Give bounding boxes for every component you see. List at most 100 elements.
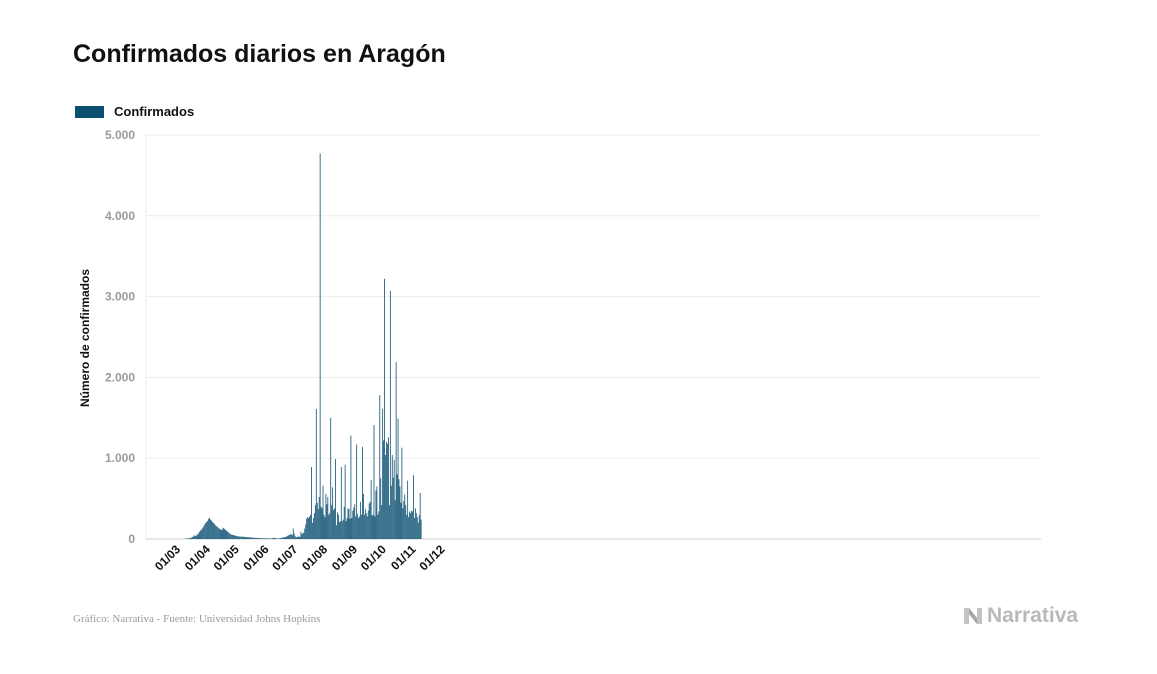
bar (317, 509, 319, 539)
bar (369, 501, 371, 539)
bar (406, 514, 408, 539)
y-ticks: 0 1.000 2.000 3.000 4.000 5.000 (105, 128, 135, 546)
bar (292, 528, 294, 539)
bar (211, 520, 212, 539)
bar (310, 514, 311, 539)
bar (281, 537, 283, 539)
bar (216, 526, 218, 539)
bar (202, 527, 204, 539)
bar (419, 492, 421, 539)
bar (308, 517, 309, 539)
bar (209, 517, 210, 539)
bar (355, 516, 357, 539)
bar (384, 278, 385, 539)
y-tick-label: 1.000 (105, 451, 135, 465)
bar (407, 480, 409, 539)
bar (353, 507, 355, 539)
bar (293, 533, 295, 539)
bar (196, 534, 198, 539)
x-tick-label: 01/06 (240, 542, 271, 573)
bar (204, 524, 206, 539)
bar (348, 509, 350, 539)
bars (184, 153, 422, 539)
bar (224, 529, 226, 539)
bar (357, 513, 359, 539)
bar (228, 532, 230, 539)
bar (280, 538, 282, 539)
bar (190, 537, 192, 539)
x-tick-label: 01/07 (269, 542, 300, 573)
bar (235, 535, 236, 539)
bar (286, 536, 287, 539)
bar (257, 538, 259, 539)
bar (261, 538, 262, 539)
bar (298, 536, 300, 539)
bar (415, 513, 417, 539)
bar (365, 513, 367, 539)
bar (274, 538, 276, 539)
bar (362, 446, 363, 539)
bar (285, 536, 286, 539)
bar (244, 536, 246, 539)
bar (319, 153, 321, 539)
y-tick-label: 0 (128, 532, 135, 546)
source-note: Gráfico: Narrativa - Fuente: Universidad… (73, 613, 321, 625)
bar (331, 505, 333, 539)
bar (229, 533, 231, 539)
bar (288, 534, 290, 539)
bar (363, 514, 365, 539)
bar (296, 536, 298, 539)
bar (335, 459, 336, 539)
bar (222, 527, 224, 539)
bar (214, 525, 216, 539)
bar (206, 522, 208, 539)
bar (213, 524, 215, 539)
bar (330, 417, 332, 539)
bar (217, 527, 219, 539)
bar (189, 538, 191, 539)
bar (374, 516, 376, 539)
bar (372, 514, 374, 539)
bar (223, 528, 225, 539)
bar (245, 537, 247, 539)
bar (327, 496, 329, 539)
narrativa-logo-icon (964, 608, 982, 624)
bar (408, 517, 410, 539)
bar (385, 454, 386, 539)
bar (358, 517, 359, 539)
bar (227, 531, 229, 539)
bar (212, 522, 213, 539)
bar (375, 490, 377, 539)
bar (247, 537, 249, 539)
bar (322, 485, 324, 539)
bar (356, 444, 358, 539)
bar (383, 440, 385, 539)
x-tick-label: 01/03 (152, 542, 183, 573)
bar (239, 536, 241, 539)
bar (367, 510, 369, 539)
bar (226, 530, 228, 539)
bar (417, 522, 419, 539)
bar (313, 513, 315, 539)
bar (299, 536, 301, 539)
bar (397, 418, 399, 539)
bar (339, 521, 341, 539)
bar (345, 521, 347, 539)
bar (346, 517, 348, 539)
bar (265, 538, 267, 539)
bar (371, 515, 373, 539)
chart-title: Confirmados diarios en Aragón (73, 40, 446, 68)
legend: Confirmados (75, 104, 194, 119)
bar (351, 517, 353, 539)
bar (188, 538, 190, 539)
bar (259, 538, 260, 539)
bar (252, 537, 254, 539)
bar (187, 538, 188, 539)
bar (323, 514, 325, 539)
bar (337, 512, 338, 539)
bar (218, 528, 220, 539)
bar (258, 538, 259, 539)
bar (410, 513, 411, 539)
bar (321, 508, 323, 539)
bar (336, 525, 337, 539)
